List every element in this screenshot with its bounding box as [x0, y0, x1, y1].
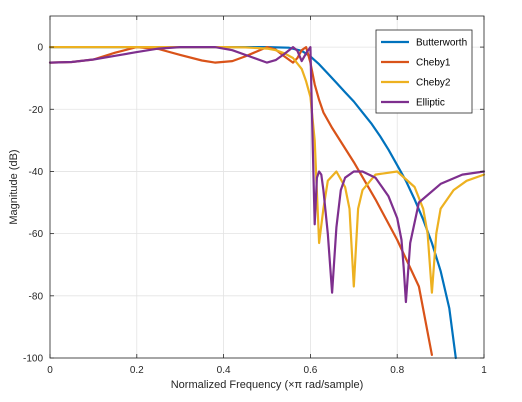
y-tick-label: -80	[29, 291, 44, 302]
x-axis-label: Normalized Frequency (×π rad/sample)	[171, 379, 364, 391]
x-tick-label: 0.2	[130, 365, 144, 376]
legend-label-cheby2: Cheby2	[416, 78, 451, 89]
x-tick-label: 0.6	[303, 365, 317, 376]
legend-label-butterworth: Butterworth	[416, 38, 467, 49]
y-tick-label: -60	[29, 229, 44, 240]
y-tick-label: -40	[29, 167, 44, 178]
y-tick-label: 0	[37, 43, 43, 54]
x-tick-label: 1	[481, 365, 487, 376]
y-tick-label: -20	[29, 105, 44, 116]
y-tick-label: -100	[23, 354, 43, 365]
x-tick-label: 0	[47, 365, 53, 376]
x-tick-label: 0.4	[217, 365, 231, 376]
x-tick-label: 0.8	[390, 365, 404, 376]
legend-label-elliptic: Elliptic	[416, 98, 445, 109]
legend-label-cheby1: Cheby1	[416, 58, 451, 69]
legend: Butterworth Cheby1 Cheby2 Elliptic	[376, 30, 472, 113]
y-axis-label: Magnitude (dB)	[8, 149, 20, 224]
